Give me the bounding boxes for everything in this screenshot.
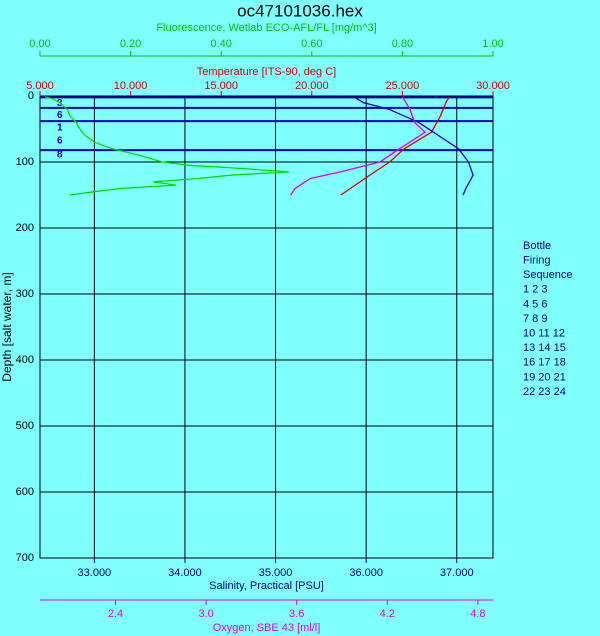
x-tick-label: 0.00 [29, 38, 50, 50]
bottle-label: 8 [57, 149, 63, 160]
x-tick-label: 2.4 [108, 608, 123, 620]
y-tick-label: 300 [16, 288, 34, 300]
legend-text: Bottle [523, 240, 551, 252]
bottle-label: 6 [57, 136, 63, 147]
bottle-label: 6 [57, 110, 63, 121]
profile-line [290, 96, 427, 196]
plot-area [39, 95, 494, 559]
profile-line [44, 96, 290, 196]
legend-text: Sequence [523, 269, 573, 281]
x-tick-label: 0.60 [301, 38, 322, 50]
x-tick-label: 0.20 [120, 38, 141, 50]
bottle-label: 1 [57, 122, 63, 133]
x-tick-label: 30.000 [476, 80, 510, 92]
axis-title: Fluorescence, Wetlab ECO-AFL/FL [mg/m^3] [156, 22, 376, 34]
x-tick-label: 25.000 [386, 80, 420, 92]
x-tick-label: 0.80 [392, 38, 413, 50]
profile-line [340, 96, 451, 196]
x-tick-label: 36.000 [349, 567, 383, 579]
x-tick-label: 3.0 [198, 608, 213, 620]
y-tick-label: 600 [16, 486, 34, 498]
x-tick-label: 0.40 [210, 38, 231, 50]
x-tick-label: 3.6 [289, 608, 304, 620]
axis-title: Salinity, Practical [PSU] [209, 580, 324, 592]
x-tick-label: 15.000 [204, 80, 238, 92]
x-tick-label: 10.000 [114, 80, 148, 92]
x-tick-label: 37.000 [440, 567, 474, 579]
legend-text: 22 23 24 [523, 386, 566, 398]
y-tick-label: 400 [16, 354, 34, 366]
x-tick-label: 4.2 [380, 608, 395, 620]
profile-line [353, 96, 474, 196]
x-tick-label: 1.00 [482, 38, 503, 50]
chart-title: oc47101036.hex [237, 1, 363, 20]
legend-text: 19 20 21 [523, 371, 566, 383]
x-tick-label: 4.8 [470, 608, 485, 620]
legend-text: 7 8 9 [523, 313, 547, 325]
y-axis-label: Depth [salt water, m] [0, 272, 14, 381]
legend-text: 10 11 12 [523, 328, 565, 340]
axis-title: Temperature [ITS-90, deg C] [197, 66, 336, 78]
x-tick-label: 34.000 [168, 567, 202, 579]
legend-text: 16 17 18 [523, 357, 566, 369]
legend-text: Firing [523, 255, 551, 267]
y-tick-label: 0 [28, 90, 34, 102]
x-tick-label: 5.000 [26, 80, 54, 92]
x-tick-label: 33.000 [78, 567, 112, 579]
legend-text: 4 5 6 [523, 298, 547, 310]
x-tick-label: 35.000 [259, 567, 293, 579]
y-tick-label: 700 [16, 552, 34, 564]
legend-text: 13 14 15 [523, 342, 566, 354]
y-tick-label: 500 [16, 420, 34, 432]
y-tick-label: 200 [16, 222, 34, 234]
legend-text: 1 2 3 [523, 284, 547, 296]
y-tick-label: 100 [16, 156, 34, 168]
axis-title: Oxygen, SBE 43 [ml/l] [213, 622, 321, 634]
x-tick-label: 20.000 [295, 80, 329, 92]
